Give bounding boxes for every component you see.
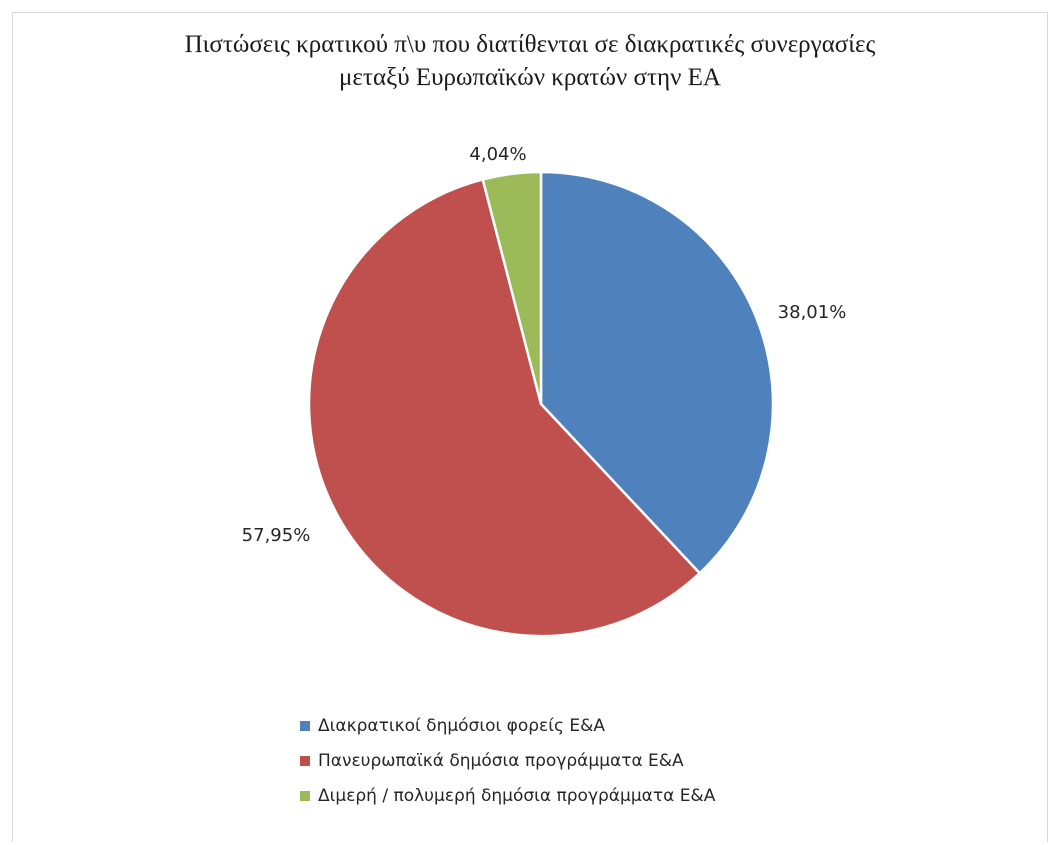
data-label-0: 38,01% [778,302,847,323]
legend-item-2: Διμερή / πολυμερή δημόσια προγράμματα Ε&… [300,778,715,813]
legend-swatch-2 [300,790,310,801]
legend-label-0: Διακρατικοί δημόσιοι φορείς Ε&Α [318,715,605,736]
data-label-1: 57,95% [242,525,311,546]
pie-slice-1 [307,178,701,638]
data-label-2: 4,04% [469,144,526,165]
legend-label-1: Πανευρωπαϊκά δημόσια προγράμματα Ε&Α [318,750,684,771]
legend-label-2: Διμερή / πολυμερή δημόσια προγράμματα Ε&… [318,785,716,806]
chart-title-line-2: μεταξύ Ευρωπαϊκών κρατών στην ΕΑ [339,64,721,91]
legend-swatch-1 [300,755,310,766]
legend-item-1: Πανευρωπαϊκά δημόσια προγράμματα Ε&Α [300,743,715,778]
legend: Διακρατικοί δημόσιοι φορείς Ε&Α Πανευρωπ… [300,708,715,813]
legend-swatch-0 [300,720,310,731]
legend-item-0: Διακρατικοί δημόσιοι φορείς Ε&Α [300,708,715,743]
chart-title: Πιστώσεις κρατικού π\υ που διατίθενται σ… [0,28,1060,94]
chart-title-line-1: Πιστώσεις κρατικού π\υ που διατίθενται σ… [184,31,876,58]
pie-slice-0 [539,170,775,575]
pie-slice-2 [481,170,543,406]
